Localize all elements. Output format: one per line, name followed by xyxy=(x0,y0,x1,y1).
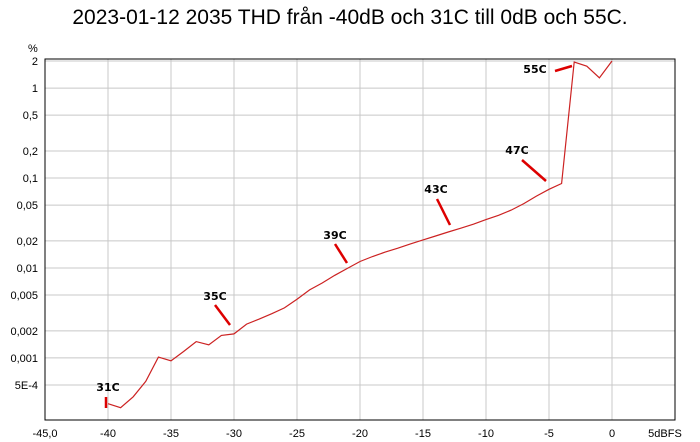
thd-data-point xyxy=(497,214,499,216)
thd-data-point xyxy=(384,251,386,253)
thd-data-point xyxy=(573,61,575,63)
x-tick-label: 5dBFS xyxy=(648,428,682,440)
plot-frame xyxy=(44,58,676,421)
thd-data-point xyxy=(598,77,600,79)
y-tick-label: 0,002 xyxy=(10,326,38,338)
annotation-label: 35C xyxy=(203,290,226,303)
thd-data-point xyxy=(422,239,424,241)
annotation-label: 55C xyxy=(523,63,546,76)
thd-data-point xyxy=(535,195,537,197)
x-tick-label: -45,0 xyxy=(32,428,57,440)
y-tick-label: 1 xyxy=(32,83,38,95)
thd-data-point xyxy=(485,218,487,220)
x-tick-label: -30 xyxy=(226,428,242,440)
x-tick-label: -35 xyxy=(163,428,179,440)
thd-data-point xyxy=(397,247,399,249)
thd-data-point xyxy=(434,235,436,237)
series-layer xyxy=(107,60,613,409)
thd-data-point xyxy=(334,274,336,276)
thd-data-point xyxy=(523,202,525,204)
chart-title: 2023-01-12 2035 THD från -40dB och 31C t… xyxy=(72,6,628,29)
thd-data-point xyxy=(132,396,134,398)
thd-data-point xyxy=(258,318,260,320)
x-tick-label: -20 xyxy=(352,428,368,440)
thd-data-point xyxy=(157,356,159,358)
thd-data-point xyxy=(510,209,512,211)
y-axis-label: % xyxy=(28,43,38,55)
thd-data-point xyxy=(586,65,588,67)
annotation-label: 39C xyxy=(323,229,346,242)
thd-data-point xyxy=(145,380,147,382)
thd-data-point xyxy=(233,333,235,335)
thd-data-point xyxy=(208,344,210,346)
thd-data-point xyxy=(308,289,310,291)
y-tick-label: 0,1 xyxy=(23,173,38,185)
thd-data-point xyxy=(195,340,197,342)
annotations: 31C 35C 39C 43C 47C 55C xyxy=(96,63,573,408)
thd-data-point xyxy=(296,298,298,300)
x-tick-label: -15 xyxy=(415,428,431,440)
annotation-pointer xyxy=(554,64,573,73)
thd-data-point xyxy=(472,223,474,225)
y-tick-label: 0,01 xyxy=(17,263,38,275)
y-tick-labels: 2 1 0,5 0,2 0,1 0,05 0,02 0,01 0,005 0,002 0,001 5E… xyxy=(10,56,38,392)
annotation-pointer xyxy=(214,304,231,326)
y-tick-label: 2 xyxy=(32,56,38,68)
thd-data-point xyxy=(359,260,361,262)
annotation-pointer xyxy=(521,159,547,182)
y-tick-label: 0,02 xyxy=(17,236,38,248)
grid xyxy=(45,59,675,420)
x-tick-label: -5 xyxy=(544,428,554,440)
thd-data-point xyxy=(283,307,285,309)
annotation-pointer xyxy=(333,243,349,264)
x-tick-label: -40 xyxy=(100,428,116,440)
thd-data-point xyxy=(346,267,348,269)
thd-data-point xyxy=(220,334,222,336)
thd-data-point xyxy=(245,323,247,325)
thd-data-point xyxy=(611,60,613,62)
thd-data-point xyxy=(182,350,184,352)
annotation-label: 47C xyxy=(505,144,528,157)
y-tick-label: 0,005 xyxy=(10,290,38,302)
thd-data-point xyxy=(409,243,411,245)
annotation-pointer xyxy=(435,198,452,226)
thd-data-point xyxy=(548,188,550,190)
thd-data-point xyxy=(371,255,373,257)
thd-data-point xyxy=(119,406,121,408)
y-tick-label: 0,5 xyxy=(23,110,38,122)
x-tick-label: -25 xyxy=(289,428,305,440)
y-tick-label: 5E-4 xyxy=(15,380,38,392)
y-tick-label: 0,001 xyxy=(10,353,38,365)
x-tick-label: -10 xyxy=(478,428,494,440)
thd-data-point xyxy=(321,282,323,284)
thd-data-point xyxy=(560,182,562,184)
y-tick-label: 0,05 xyxy=(17,200,38,212)
thd-data-point xyxy=(170,360,172,362)
x-tick-labels: -45,0 -40 -35 -30 -25 -20 -15 -10 -5 0 5dBFS xyxy=(32,428,681,440)
y-tick-label: 0,2 xyxy=(23,146,38,158)
thd-series-line xyxy=(107,60,613,409)
thd-data-point xyxy=(447,231,449,233)
thd-data-point xyxy=(460,227,462,229)
thd-data-point xyxy=(271,313,273,315)
annotation-label: 31C xyxy=(96,381,119,394)
annotation-label: 43C xyxy=(424,183,447,196)
x-tick-label: 0 xyxy=(609,428,615,440)
